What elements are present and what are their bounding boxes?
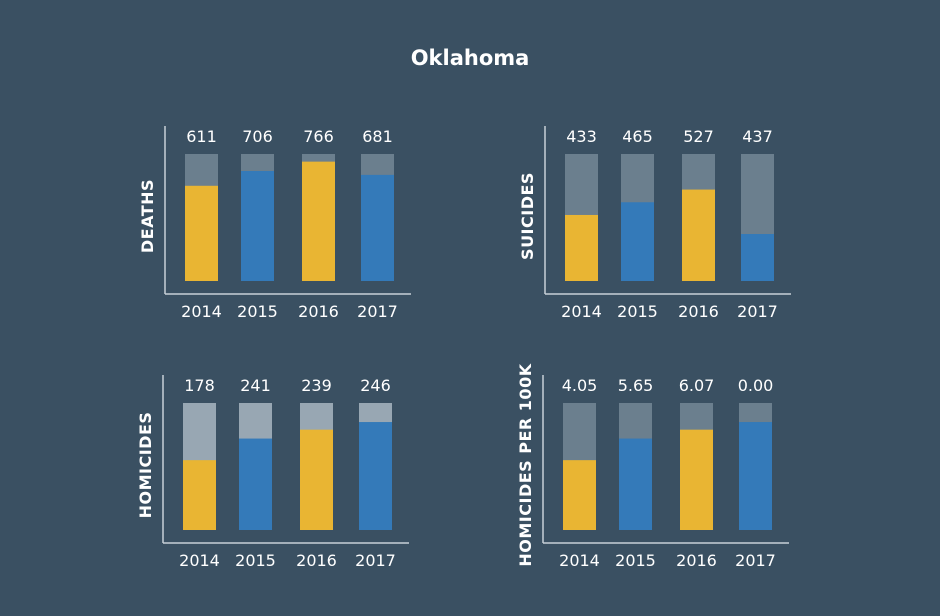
homicides-tick-label: 2017 xyxy=(355,551,396,570)
homicides-bar xyxy=(300,429,333,530)
chart-homicides-svg: HOMICIDES 178 2014 241 2015 239 2016 246 2017 xyxy=(136,375,409,570)
deaths-tick-label: 2015 xyxy=(237,302,278,321)
suicides-bar xyxy=(741,234,774,281)
homicides-tick-label: 2014 xyxy=(179,551,220,570)
homicides-per-100k-value-label: 6.07 xyxy=(679,376,715,395)
deaths-value-label: 706 xyxy=(242,127,273,146)
suicides-value-label: 437 xyxy=(742,127,773,146)
homicides-per-100k-bar xyxy=(680,429,713,530)
page-title: Oklahoma xyxy=(410,46,530,70)
deaths-value-label: 766 xyxy=(303,127,334,146)
homicides-tick-label: 2016 xyxy=(296,551,337,570)
homicides-bar xyxy=(239,438,272,530)
deaths-bar xyxy=(241,170,274,281)
deaths-ylabel: DEATHS xyxy=(138,179,157,253)
homicides-per-100k-bar xyxy=(739,422,772,530)
suicides-tick-label: 2017 xyxy=(737,302,778,321)
deaths-bar xyxy=(302,161,335,281)
homicides-tick-label: 2015 xyxy=(235,551,276,570)
homicides-ylabel: HOMICIDES xyxy=(136,412,155,519)
chart-suicides: SUICIDES 433 2014 465 2015 527 2016 437 2017 xyxy=(515,118,895,333)
deaths-tick-label: 2016 xyxy=(298,302,339,321)
deaths-value-label: 611 xyxy=(186,127,217,146)
homicides-per-100k-value-label: 0.00 xyxy=(738,376,774,395)
suicides-bar xyxy=(621,202,654,281)
suicides-value-label: 465 xyxy=(622,127,653,146)
chart-homicides-per-100k-svg: HOMICIDES PER 100K 4.05 2014 5.65 2015 6.07 20… xyxy=(516,363,789,570)
chart-homicides: HOMICIDES 178 2014 241 2015 239 2016 246 2017 xyxy=(133,367,513,582)
homicides-bar xyxy=(183,460,216,530)
deaths-bar xyxy=(185,185,218,281)
suicides-tick-label: 2014 xyxy=(561,302,602,321)
deaths-tick-label: 2017 xyxy=(357,302,398,321)
chart-suicides-svg: SUICIDES 433 2014 465 2015 527 2016 437 2017 xyxy=(518,126,791,321)
homicides-per-100k-tick-label: 2016 xyxy=(676,551,717,570)
suicides-ylabel: SUICIDES xyxy=(518,172,537,260)
homicides-per-100k-ylabel: HOMICIDES PER 100K xyxy=(516,363,535,566)
chart-deaths-svg: DEATHS 611 2014 706 2015 766 2016 681 2017 xyxy=(138,126,411,321)
homicides-value-label: 178 xyxy=(184,376,215,395)
suicides-bar xyxy=(565,214,598,281)
chart-deaths: DEATHS 611 2014 706 2015 766 2016 681 2017 xyxy=(135,118,515,333)
homicides-value-label: 239 xyxy=(301,376,332,395)
suicides-value-label: 433 xyxy=(566,127,597,146)
deaths-value-label: 681 xyxy=(362,127,393,146)
homicides-bar xyxy=(359,422,392,530)
homicides-per-100k-bar xyxy=(563,460,596,530)
homicides-per-100k-value-label: 5.65 xyxy=(618,376,654,395)
suicides-bar xyxy=(682,189,715,281)
suicides-value-label: 527 xyxy=(683,127,714,146)
homicides-value-label: 241 xyxy=(240,376,271,395)
homicides-per-100k-tick-label: 2017 xyxy=(735,551,776,570)
homicides-per-100k-tick-label: 2015 xyxy=(615,551,656,570)
homicides-per-100k-bar xyxy=(619,438,652,530)
suicides-tick-label: 2016 xyxy=(678,302,719,321)
homicides-value-label: 246 xyxy=(360,376,391,395)
deaths-bar xyxy=(361,174,394,281)
homicides-per-100k-value-label: 4.05 xyxy=(562,376,598,395)
homicides-per-100k-tick-label: 2014 xyxy=(559,551,600,570)
deaths-tick-label: 2014 xyxy=(181,302,222,321)
chart-homicides-per-100k: HOMICIDES PER 100K 4.05 2014 5.65 2015 6.07 20… xyxy=(513,363,893,582)
suicides-tick-label: 2015 xyxy=(617,302,658,321)
